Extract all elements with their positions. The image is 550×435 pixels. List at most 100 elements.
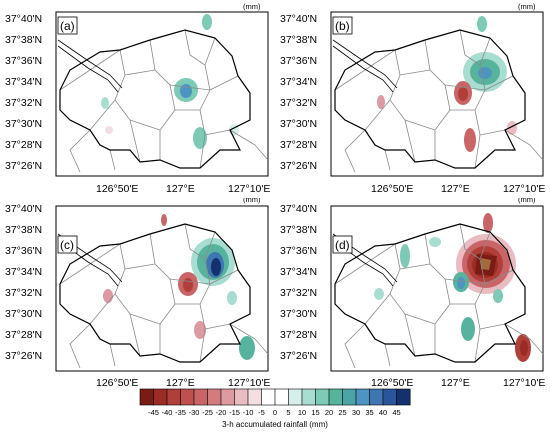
panel-label-box: (a) (57, 16, 78, 35)
colorbar-swatch (342, 388, 357, 406)
colorbar-swatch (274, 388, 289, 406)
lon-label: 126°50'E (96, 183, 138, 195)
lon-label: 127°10'E (503, 183, 545, 195)
colorbar-tick-label: 40 (379, 408, 387, 417)
unit-label: (mm) (243, 2, 261, 11)
colorbar-swatch (328, 388, 343, 406)
colorbar-tick-label: -25 (202, 408, 213, 417)
colorbar-tick-label: 10 (298, 408, 306, 417)
river (57, 39, 123, 93)
colorbar-tick-label: 0 (273, 408, 277, 417)
lon-labels: 126°50'E 127°E 127°10'E (371, 377, 545, 389)
city-boundary (59, 223, 251, 363)
panel-label-box: (c) (57, 235, 78, 254)
colorbar-swatch (193, 388, 208, 406)
rainfall-field (101, 14, 239, 149)
lat-label: 37°38'N (280, 224, 317, 236)
panel-label-box: (d) (332, 235, 353, 254)
city-boundary (59, 29, 251, 169)
lat-label: 37°34'N (280, 266, 317, 278)
colorbar-swatch (396, 388, 411, 406)
map-panel-c: 37°40'N 37°38'N 37°36'N 37°34'N 37°32'N … (5, 198, 270, 389)
lat-label: 37°38'N (5, 34, 42, 46)
latitude-labels: 37°40'N 37°38'N 37°36'N 37°34'N 37°32'N … (280, 13, 317, 172)
lat-label: 37°30'N (5, 308, 42, 320)
colorbar-title: 3-h accumulated rainfall (mm) (222, 420, 328, 429)
lon-label: 127°10'E (503, 377, 545, 389)
lat-label: 37°40'N (5, 13, 42, 25)
lat-label: 37°34'N (280, 76, 317, 88)
lat-label: 37°26'N (5, 350, 42, 362)
lat-label: 37°26'N (5, 160, 42, 172)
colorbar-tick-label: -30 (189, 408, 200, 417)
latitude-labels: 37°40'N 37°38'N 37°36'N 37°34'N 37°32'N … (5, 13, 42, 172)
lat-label: 37°30'N (280, 118, 317, 130)
lat-label: 37°40'N (280, 13, 317, 25)
lat-label: 37°30'N (5, 118, 42, 130)
colorbar-swatch (301, 388, 316, 406)
lat-label: 37°40'N (5, 203, 42, 215)
lon-label: 127°E (166, 183, 195, 195)
colorbar-tick-label: 15 (311, 408, 319, 417)
colorbar-tick-label: 45 (392, 408, 400, 417)
colorbar-tick-label: 30 (352, 408, 360, 417)
lon-labels: 126°50'E 127°E 127°10'E (371, 183, 545, 195)
colorbar-swatch (355, 388, 370, 406)
lat-label: 37°36'N (280, 245, 317, 257)
unit-label: (mm) (518, 2, 536, 11)
map-panel-b: 37°40'N 37°38'N 37°36'N 37°34'N 37°32'N … (280, 2, 545, 195)
lat-label: 37°32'N (280, 97, 317, 109)
latitude-labels: 37°40'N 37°38'N 37°36'N 37°34'N 37°32'N … (280, 203, 317, 362)
lat-label: 37°38'N (280, 34, 317, 46)
colorbar-tick-label: 5 (286, 408, 290, 417)
lon-label: 127°10'E (228, 377, 270, 389)
colorbar-graphic: -45 -40 -35 -30 -25 -20 -15 -10 -5 0 5 10 15 20 25 30 35… (139, 388, 411, 429)
colorbar-swatch (139, 388, 154, 406)
lon-label: 127°10'E (228, 183, 270, 195)
lon-label: 126°50'E (371, 377, 413, 389)
lon-label: 127°E (166, 377, 195, 389)
lat-label: 37°26'N (280, 160, 317, 172)
rainfall-field (377, 16, 517, 152)
lat-label: 37°28'N (5, 139, 42, 151)
map-panel-d: 37°40'N 37°38'N 37°36'N 37°34'N 37°32'N … (280, 198, 545, 389)
latitude-labels: 37°40'N 37°38'N 37°36'N 37°34'N 37°32'N … (5, 203, 42, 362)
colorbar-tick-label: -20 (216, 408, 227, 417)
colorbar-swatch (315, 388, 330, 406)
colorbar-labels: -45 -40 -35 -30 -25 -20 -15 -10 -5 0 5 10 15 20 25 30 35… (148, 408, 401, 417)
colorbar-swatch (220, 388, 235, 406)
lat-label: 37°36'N (5, 245, 42, 257)
colorbar: -45 -40 -35 -30 -25 -20 -15 -10 -5 0 5 10 15 20 25 30 35… (0, 382, 550, 435)
panel-letter: (d) (335, 238, 350, 252)
lon-labels: 126°50'E 127°E 127°10'E (96, 183, 270, 195)
map-panel-a: 37°40'N 37°38'N 37°36'N 37°34'N 37°32'N … (5, 2, 270, 195)
colorbar-swatch (234, 388, 249, 406)
colorbar-swatch (166, 388, 181, 406)
lon-labels: 126°50'E 127°E 127°10'E (96, 377, 270, 389)
colorbar-tick-label: 20 (325, 408, 333, 417)
colorbar-swatches (139, 388, 411, 406)
lat-label: 37°38'N (5, 224, 42, 236)
panel-c: 37°40'N 37°38'N 37°36'N 37°34'N 37°32'N … (0, 198, 280, 398)
lat-label: 37°40'N (280, 203, 317, 215)
city-boundary (334, 29, 526, 169)
rainfall-field (103, 214, 255, 360)
colorbar-tick-label: -15 (229, 408, 240, 417)
colorbar-tick-label: -45 (148, 408, 159, 417)
panel-letter: (c) (60, 238, 74, 252)
panel-b: 37°40'N 37°38'N 37°36'N 37°34'N 37°32'N … (275, 0, 550, 200)
colorbar-tick-label: -35 (175, 408, 186, 417)
lat-label: 37°26'N (280, 350, 317, 362)
map-frame (55, 11, 269, 177)
lon-label: 126°50'E (371, 183, 413, 195)
panel-letter: (a) (60, 19, 75, 33)
lat-label: 37°36'N (280, 55, 317, 67)
unit-label: (mm) (243, 198, 261, 204)
colorbar-tick-label: 35 (365, 408, 373, 417)
lat-label: 37°28'N (280, 329, 317, 341)
unit-label: (mm) (518, 198, 536, 204)
colorbar-swatch (382, 388, 397, 406)
lat-label: 37°32'N (5, 287, 42, 299)
lat-label: 37°30'N (280, 308, 317, 320)
